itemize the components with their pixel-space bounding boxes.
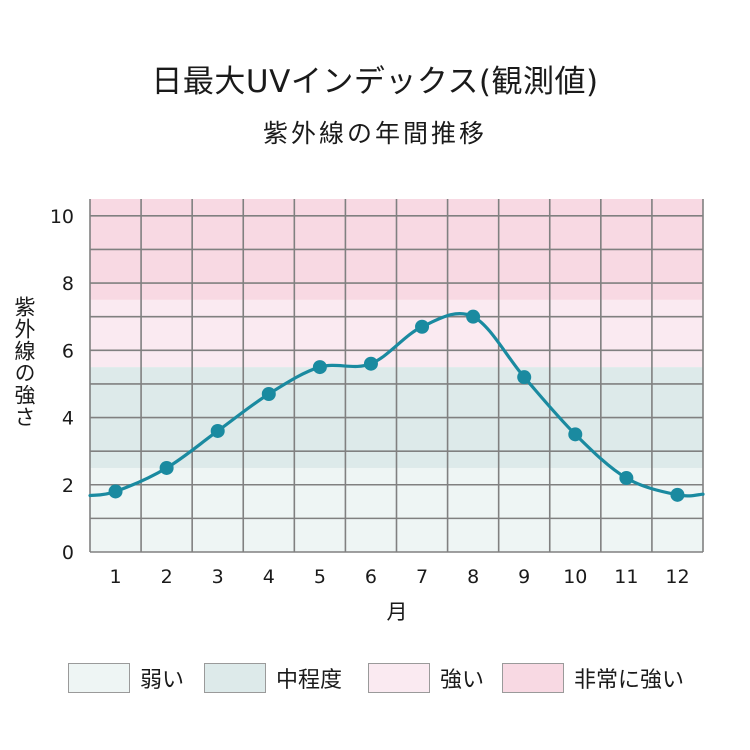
x-tick-label: 6 [365,566,377,588]
x-tick-label: 2 [161,566,173,588]
x-tick-label: 4 [263,566,275,588]
x-tick-label: 3 [212,566,224,588]
legend-label-very-strong: 非常に強い [574,668,685,693]
legend-item-weak: 弱い [68,660,184,696]
legend-swatch-strong [368,663,430,693]
uv-data-point [670,487,685,502]
uv-data-point [415,319,430,334]
legend-swatch-moderate [204,663,266,693]
y-tick-label: 8 [62,273,74,295]
uv-data-point [363,356,378,371]
y-tick-label: 4 [62,408,74,430]
uv-data-point [108,484,123,499]
uv-data-point [619,471,634,486]
x-tick-label: 9 [518,566,530,588]
legend: 弱い 中程度 強い 非常に強い [68,660,748,696]
x-tick-label: 11 [614,566,638,588]
legend-item-strong: 強い [368,660,484,696]
uv-data-point [466,309,481,324]
legend-label-strong: 強い [440,668,485,693]
y-tick-label: 0 [62,542,74,564]
chart-subtitle: 紫外線の年間推移 [262,119,487,148]
x-tick-label: 8 [467,566,479,588]
y-axis-ticks: 0 2 4 6 8 10 [50,206,74,564]
x-tick-label: 5 [314,566,326,588]
chart-title: 日最大UVインデックス(観測値) [151,64,599,100]
x-tick-label: 12 [665,566,689,588]
uv-data-point [261,386,276,401]
x-axis-label: 月 [386,600,408,624]
y-tick-label: 2 [62,475,74,497]
uv-series-line [88,311,705,498]
y-axis-label: 紫外線の強さ [12,296,36,428]
y-tick-label: 10 [50,206,74,228]
uv-data-point [517,370,532,385]
legend-swatch-weak [68,663,130,693]
x-axis-ticks: 1 2 3 4 5 6 7 8 9 10 11 12 [109,566,689,588]
legend-swatch-very-strong [502,663,564,693]
uv-data-point [159,460,174,475]
chart-grid [89,199,704,553]
uv-data-point [210,423,225,438]
uv-series-points [108,309,685,502]
y-tick-label: 6 [62,340,74,362]
uv-data-point [568,427,583,442]
legend-item-very-strong: 非常に強い [502,660,684,696]
x-tick-label: 1 [109,566,121,588]
legend-item-moderate: 中程度 [204,660,342,696]
legend-label-moderate: 中程度 [276,668,343,693]
x-tick-label: 7 [416,566,428,588]
uv-data-point [312,360,327,375]
x-tick-label: 10 [563,566,587,588]
legend-label-weak: 弱い [140,668,185,693]
